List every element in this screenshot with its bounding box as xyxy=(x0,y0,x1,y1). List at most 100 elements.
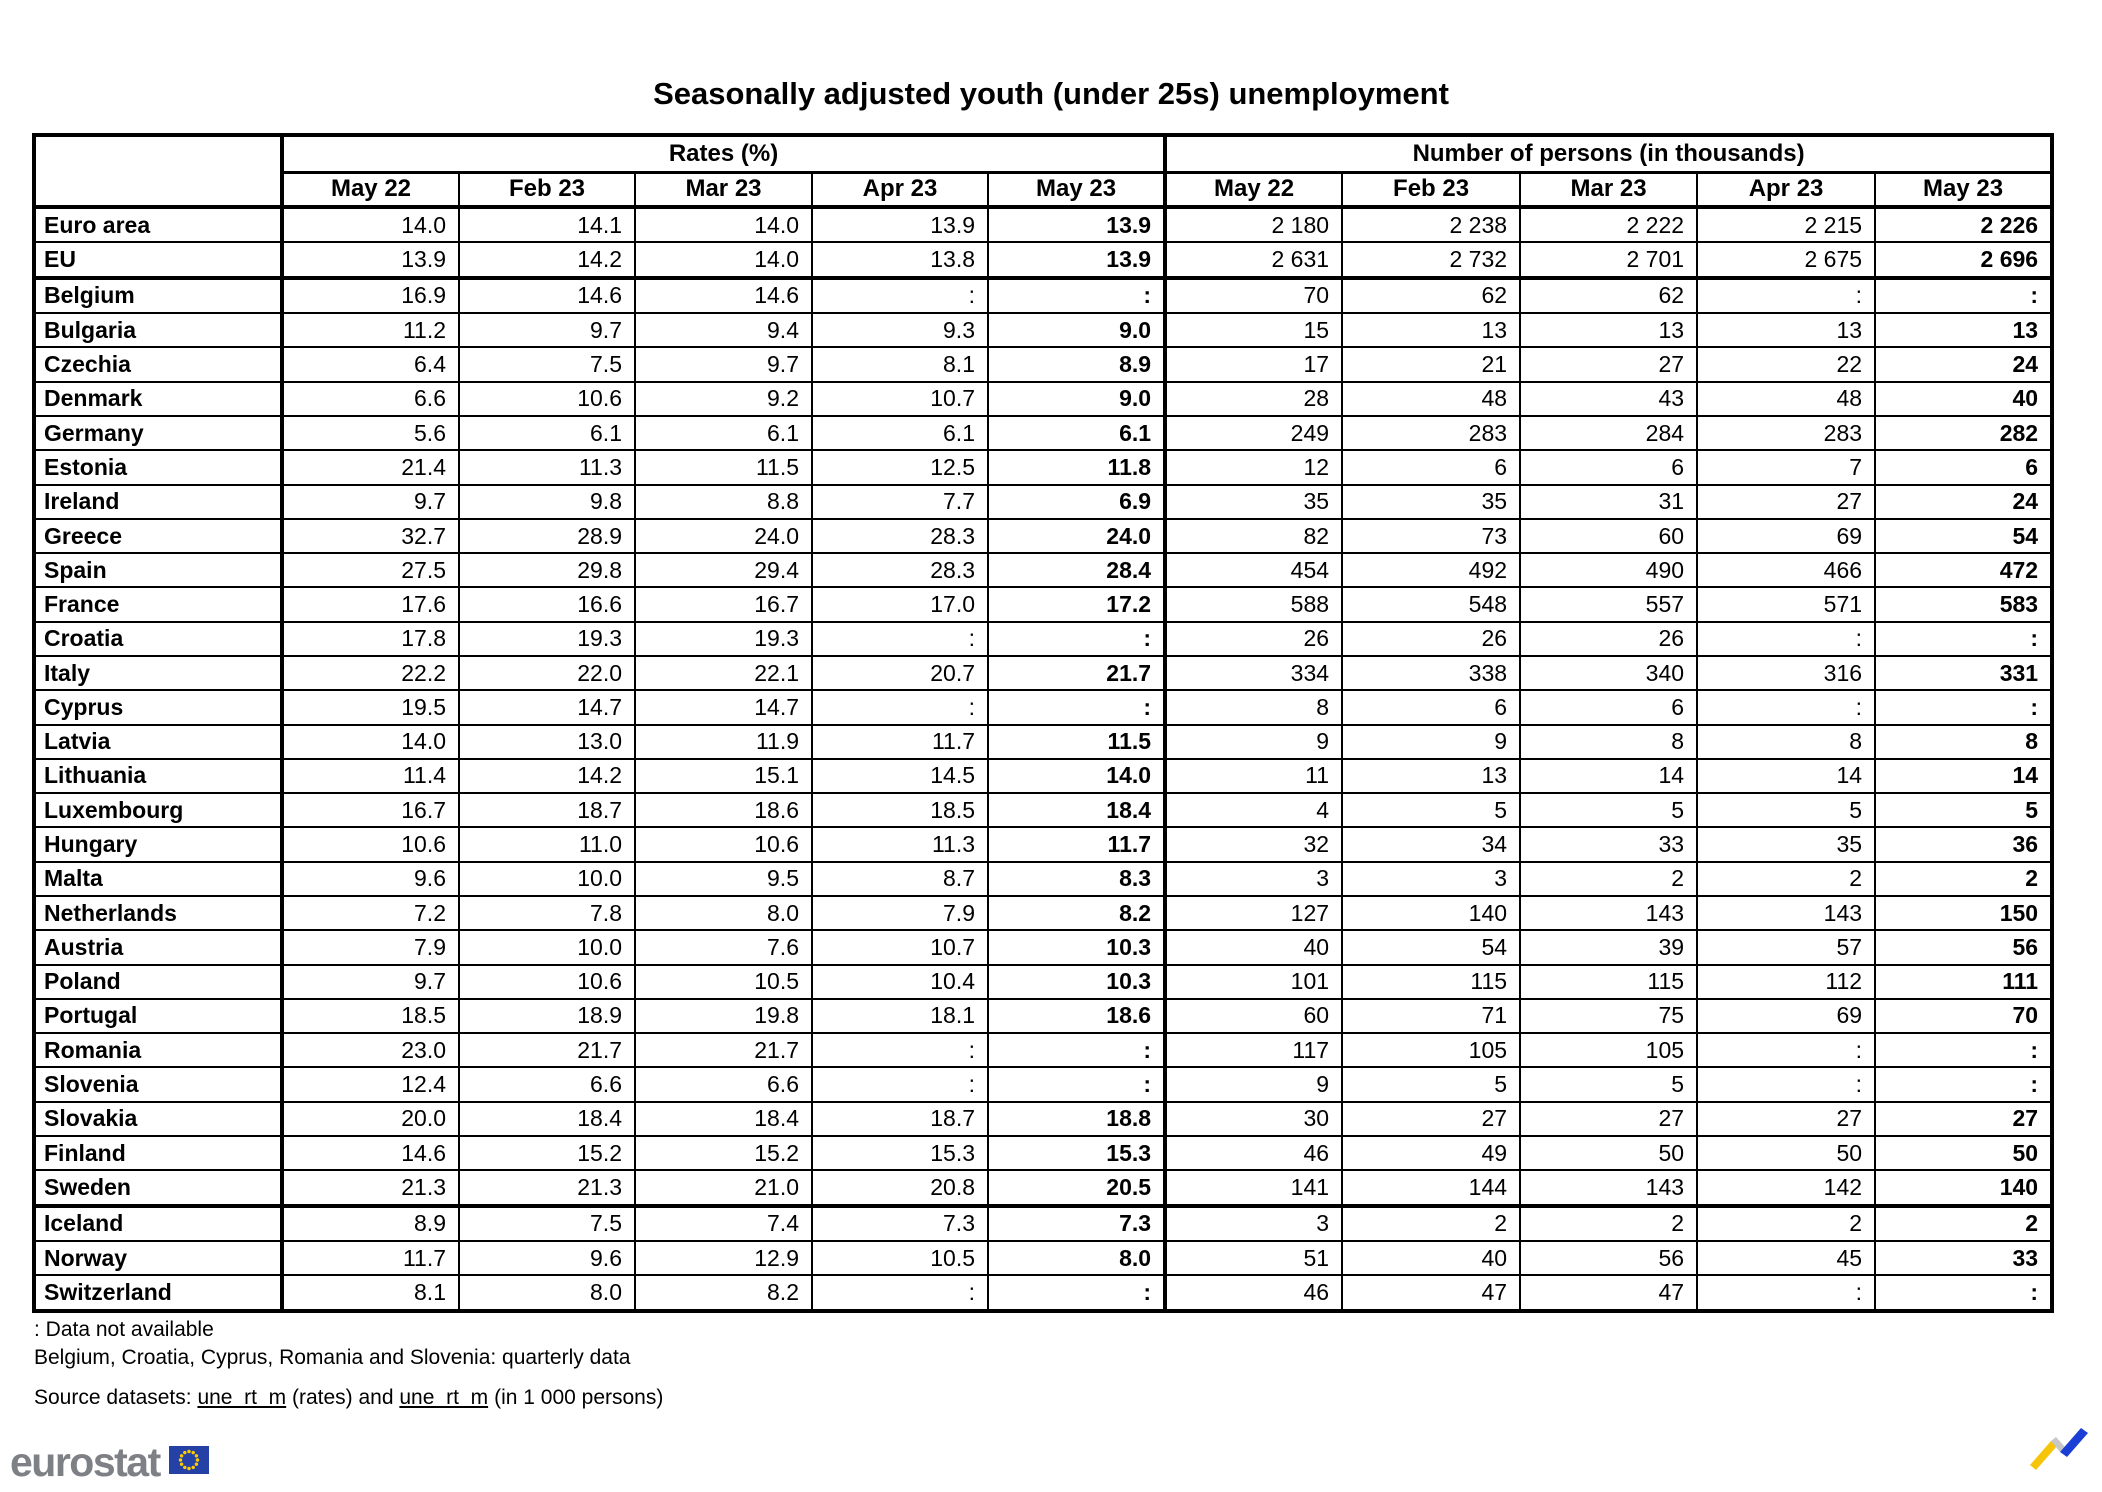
persons-cell: 27 xyxy=(1874,1100,2054,1137)
persons-cell: 2 xyxy=(1341,1204,1522,1242)
persons-cell: 282 xyxy=(1874,415,2054,452)
persons-cell: : xyxy=(1874,1066,2054,1103)
persons-cell: 51 xyxy=(1164,1239,1344,1277)
rate-cell: 18.6 xyxy=(986,997,1168,1035)
rate-cell: : xyxy=(986,689,1168,726)
rate-cell: 15.1 xyxy=(634,757,813,795)
rate-cell: 10.5 xyxy=(634,963,813,1000)
rate-cell: 10.6 xyxy=(458,963,636,1000)
persons-cell: 14 xyxy=(1696,757,1877,795)
country-label: Switzerland xyxy=(33,1274,284,1312)
rate-cell: 7.8 xyxy=(458,894,636,932)
table-row: Belgium 16.9 14.6 14.6::70 62 62:: xyxy=(33,276,2054,315)
rate-cell: 17.8 xyxy=(281,620,460,657)
country-label: Euro area xyxy=(33,205,284,244)
persons-cell: 284 xyxy=(1519,415,1699,452)
rate-cell: 21.7 xyxy=(634,1032,813,1069)
rate-cell: 14.6 xyxy=(458,276,636,315)
rate-cell: : xyxy=(986,1066,1168,1103)
table-row: Austria 7.9 10.0 7.6 10.7 10.3 40 54 39 57 56 xyxy=(33,929,2054,966)
rate-cell: 9.3 xyxy=(811,312,989,349)
source-suffix: (in 1 000 persons) xyxy=(494,1386,664,1409)
persons-cell: 6 xyxy=(1519,689,1699,726)
rate-cell: 11.4 xyxy=(281,757,460,795)
rate-cell: : xyxy=(811,1274,989,1312)
persons-cell: 557 xyxy=(1519,586,1699,623)
persons-cell: 45 xyxy=(1696,1239,1877,1277)
rate-cell: 6.6 xyxy=(281,380,460,418)
persons-cell: 466 xyxy=(1696,552,1877,589)
persons-cell: 140 xyxy=(1874,1169,2054,1208)
rate-cell: 10.6 xyxy=(281,826,460,863)
eu-flag-icon xyxy=(168,1446,209,1479)
rate-cell: 10.3 xyxy=(986,963,1168,1000)
persons-cell: 82 xyxy=(1164,517,1344,555)
rate-cell: 14.0 xyxy=(634,205,813,244)
rate-cell: 6.9 xyxy=(986,483,1168,520)
source-link-persons[interactable]: une_rt_m xyxy=(399,1386,489,1409)
persons-cell: 492 xyxy=(1341,552,1522,589)
rate-cell: 13.9 xyxy=(986,205,1168,244)
persons-cell: 48 xyxy=(1341,380,1522,418)
rate-cell: 11.7 xyxy=(811,723,989,760)
rate-cell: 11.7 xyxy=(986,826,1168,863)
rate-cell: 11.3 xyxy=(811,826,989,863)
trend-arrow-icon xyxy=(2030,1426,2092,1477)
rate-cell: 10.3 xyxy=(986,929,1168,966)
persons-cell: 6 xyxy=(1341,689,1522,726)
persons-cell: 9 xyxy=(1164,1066,1344,1103)
rate-cell: 7.9 xyxy=(281,929,460,966)
footnote-quarterly-data: Belgium, Croatia, Cyprus, Romania and Sl… xyxy=(34,1346,631,1369)
persons-cell: : xyxy=(1874,1032,2054,1069)
rate-cell: 14.1 xyxy=(458,205,636,244)
source-line: Source datasets: une_rt_m (rates) and un… xyxy=(34,1384,663,1412)
persons-cell: 115 xyxy=(1341,963,1522,1000)
eurostat-wordmark: eurostat xyxy=(10,1439,161,1485)
rate-cell: 16.7 xyxy=(281,792,460,829)
persons-cell: 15 xyxy=(1164,312,1344,349)
persons-cell: 56 xyxy=(1874,929,2054,966)
country-label: Estonia xyxy=(33,449,284,486)
country-label: Romania xyxy=(33,1032,284,1069)
source-link-rates[interactable]: une_rt_m xyxy=(197,1386,287,1409)
table-row: EU 13.9 14.2 14.0 13.8 13.9 2 631 2 732 2 701 2 6… xyxy=(33,241,2054,280)
persons-cell: 50 xyxy=(1874,1134,2054,1172)
persons-cell: 35 xyxy=(1164,483,1344,520)
rate-cell: 24.0 xyxy=(986,517,1168,555)
persons-cell: 8 xyxy=(1519,723,1699,760)
persons-cell: 150 xyxy=(1874,894,2054,932)
rate-cell: 9.2 xyxy=(634,380,813,418)
persons-cell: 12 xyxy=(1164,449,1344,486)
rate-cell: 11.5 xyxy=(986,723,1168,760)
unemployment-table: Rates (%) Number of persons (in thousand… xyxy=(32,133,2055,1313)
persons-cell: 46 xyxy=(1164,1274,1344,1312)
rate-cell: 19.3 xyxy=(458,620,636,657)
rate-cell: 17.2 xyxy=(986,586,1168,623)
persons-cell: 31 xyxy=(1519,483,1699,520)
persons-cell: : xyxy=(1874,689,2054,726)
persons-cell: 70 xyxy=(1874,997,2054,1035)
rate-cell: 11.0 xyxy=(458,826,636,863)
country-label: Bulgaria xyxy=(33,312,284,349)
persons-cell: 39 xyxy=(1519,929,1699,966)
rate-cell: 18.5 xyxy=(281,997,460,1035)
rate-cell: 29.8 xyxy=(458,552,636,589)
persons-cell: 5 xyxy=(1874,792,2054,829)
persons-cell: 2 xyxy=(1519,860,1699,897)
rate-cell: 14.0 xyxy=(281,205,460,244)
persons-cell: 144 xyxy=(1341,1169,1522,1208)
persons-cell: 142 xyxy=(1696,1169,1877,1208)
rate-cell: 28.3 xyxy=(811,517,989,555)
rate-cell: 20.7 xyxy=(811,654,989,692)
persons-cell: 6 xyxy=(1874,449,2054,486)
rate-cell: 15.2 xyxy=(634,1134,813,1172)
rate-cell: 6.6 xyxy=(458,1066,636,1103)
rate-cell: : xyxy=(986,1274,1168,1312)
persons-cell: 27 xyxy=(1519,346,1699,383)
persons-cell: 2 226 xyxy=(1874,205,2054,244)
table-row: Estonia 21.4 11.3 11.5 12.5 11.8 12 6 6 7 6 xyxy=(33,449,2054,486)
persons-cell: 117 xyxy=(1164,1032,1344,1069)
rate-cell: 8.0 xyxy=(458,1274,636,1312)
country-label: Finland xyxy=(33,1134,284,1172)
persons-cell: 8 xyxy=(1874,723,2054,760)
